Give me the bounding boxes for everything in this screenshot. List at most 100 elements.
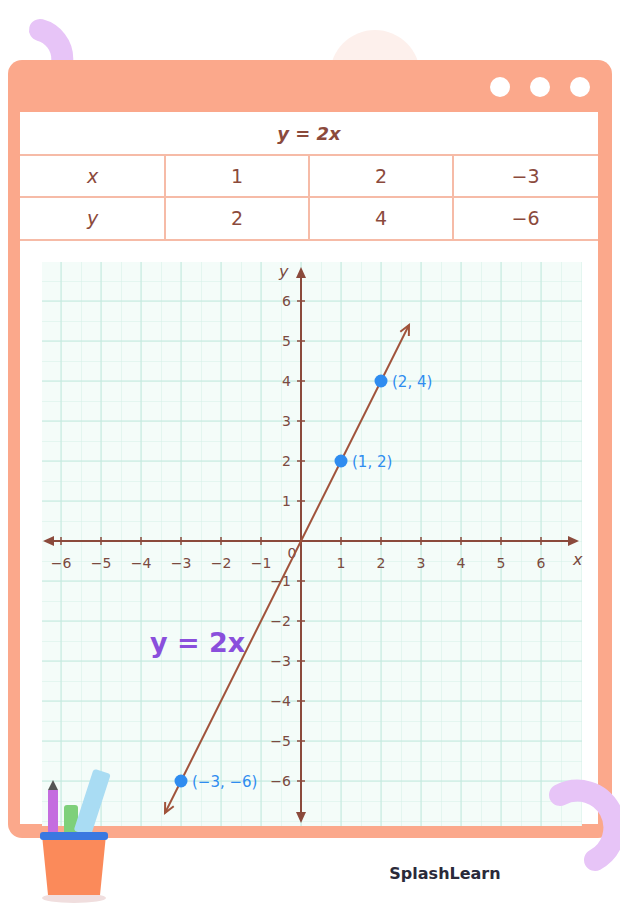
grid-line (42, 701, 582, 702)
tick-mark (260, 537, 262, 545)
window-dot (490, 77, 510, 97)
window-dot (570, 77, 590, 97)
data-labels: (1, 2) (2, 4) (−3, −6) (192, 373, 432, 791)
decoration (48, 780, 58, 790)
tick-mark (180, 537, 182, 545)
tick-label: 1 (337, 555, 346, 571)
tick-label: −5 (91, 555, 112, 571)
grid-line (42, 621, 582, 622)
tick-mark (297, 700, 305, 702)
grid-line (42, 381, 582, 382)
table-cell: 1 (231, 165, 243, 187)
decoration (42, 835, 106, 895)
decoration (74, 769, 111, 836)
tick-mark (297, 620, 305, 622)
grid-line (42, 461, 582, 462)
table-cell: 2 (231, 207, 243, 229)
tick-mark (297, 420, 305, 422)
tick-mark (500, 537, 502, 545)
tick-mark (420, 537, 422, 545)
axis-arrow (43, 536, 54, 546)
tick-label: 2 (377, 555, 386, 571)
grid (42, 262, 582, 826)
tick-mark (297, 460, 305, 462)
table-title: y = 2x (277, 123, 342, 144)
tick-mark (460, 537, 462, 545)
tick-label: −3 (270, 653, 291, 669)
decoration (560, 791, 614, 860)
data-label: (1, 2) (352, 453, 392, 471)
tick-mark (340, 537, 342, 545)
table-cell: y (86, 207, 99, 229)
axis-label: y (278, 262, 289, 281)
page: y = 2xx12−3y24−6−6−5−4−3−2−10123456−6−5−… (0, 0, 620, 904)
table-cell: −3 (511, 165, 539, 187)
tick-label: −2 (270, 613, 291, 629)
tick-label: 3 (282, 413, 291, 429)
grid-line (42, 421, 582, 422)
grid-panel (42, 262, 582, 826)
axis-arrow (296, 812, 306, 823)
line (165, 325, 409, 813)
table-rule (164, 155, 166, 240)
line-arrow (400, 325, 409, 336)
axis-arrow (296, 267, 306, 278)
table-cell: 2 (375, 165, 387, 187)
line-arrow (165, 802, 174, 813)
point (175, 775, 188, 788)
table: y = 2x x 1 2 −3 y 2 4 −6 (20, 123, 598, 240)
table-rule (308, 155, 310, 240)
tick-label: −4 (131, 555, 152, 571)
tick-mark (297, 380, 305, 382)
tick-mark (100, 537, 102, 545)
tick-mark (297, 500, 305, 502)
annotation: y = 2x (150, 627, 245, 658)
data-label: (−3, −6) (192, 773, 257, 791)
grid-panel-fine (42, 262, 582, 826)
tick-mark (60, 537, 62, 545)
y-axis (300, 269, 302, 821)
tick-label: 3 (417, 555, 426, 571)
card (8, 60, 612, 838)
grid-line (42, 301, 582, 302)
tick-label: 4 (282, 373, 291, 389)
tick-label: 1 (282, 493, 291, 509)
tick-mark (140, 537, 142, 545)
tick-mark (220, 537, 222, 545)
grid-line (42, 661, 582, 662)
tick-label: 6 (282, 293, 291, 309)
tick-mark (297, 780, 305, 782)
tick-label: −1 (251, 555, 272, 571)
pen-cup (40, 769, 111, 903)
table-cell: −6 (511, 207, 539, 229)
brand: SplashLearn (389, 864, 500, 883)
tick-mark (380, 537, 382, 545)
axes: −6−5−4−3−2−10123456−6−5−4−3−2−1123456xy (43, 262, 583, 823)
tick-label: −6 (270, 773, 291, 789)
window-dot (530, 77, 550, 97)
grid-line (42, 741, 582, 742)
point (375, 375, 388, 388)
tick-mark (540, 537, 542, 545)
tick-label: 6 (537, 555, 546, 571)
grid-line (42, 341, 582, 342)
tick-label: 4 (457, 555, 466, 571)
tick-label: −6 (51, 555, 72, 571)
tick-label: −4 (270, 693, 291, 709)
tick-mark (297, 660, 305, 662)
tick-label: −5 (270, 733, 291, 749)
tick-label: −2 (211, 555, 232, 571)
tick-mark (297, 740, 305, 742)
tick-mark (297, 340, 305, 342)
axis-label: x (572, 550, 583, 569)
decoration (48, 790, 58, 835)
tick-mark (297, 300, 305, 302)
data-label: (2, 4) (392, 373, 432, 391)
axis-arrow (568, 536, 579, 546)
tick-mark (297, 580, 305, 582)
x-axis (45, 540, 577, 542)
grid-line (42, 501, 582, 502)
table-cell: x (86, 165, 99, 187)
table-cell: 4 (375, 207, 387, 229)
decoration (40, 832, 108, 840)
